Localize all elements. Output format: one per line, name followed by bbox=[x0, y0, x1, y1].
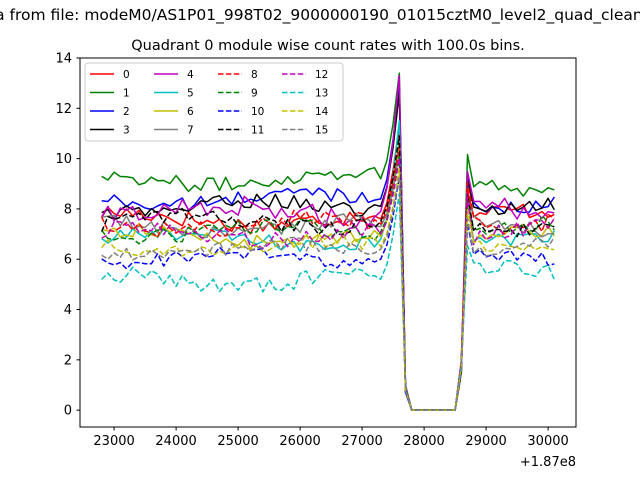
chart-title: Quadrant 0 module wise count rates with … bbox=[131, 38, 525, 54]
x-tick-label: 28000 bbox=[403, 434, 444, 449]
plot-frame bbox=[79, 57, 577, 428]
y-tick-label: 14 bbox=[55, 52, 72, 67]
x-tick-label: 25000 bbox=[217, 434, 258, 449]
series-line-5 bbox=[101, 120, 555, 411]
legend-item-2: 2 bbox=[90, 106, 130, 118]
y-tick-label: 6 bbox=[64, 253, 72, 268]
x-tick-label: 29000 bbox=[465, 434, 506, 449]
x-tick-label: 23000 bbox=[93, 434, 134, 449]
legend-item-9: 9 bbox=[218, 88, 258, 100]
legend-label: 14 bbox=[315, 106, 329, 118]
legend-label: 10 bbox=[251, 106, 264, 118]
legend-item-0: 0 bbox=[90, 69, 130, 81]
y-tick-label: 10 bbox=[55, 152, 72, 167]
legend-item-11: 11 bbox=[218, 125, 264, 137]
legend-label: 15 bbox=[315, 125, 328, 137]
y-tick-label: 2 bbox=[64, 353, 72, 368]
legend-label: 13 bbox=[315, 88, 328, 100]
series-line-14 bbox=[101, 167, 555, 411]
x-tick-label: 26000 bbox=[279, 434, 320, 449]
legend-label: 8 bbox=[251, 69, 258, 81]
legend-label: 1 bbox=[123, 88, 130, 100]
x-tick-label: 24000 bbox=[155, 434, 196, 449]
legend-label: 11 bbox=[251, 125, 264, 137]
legend-item-1: 1 bbox=[90, 88, 130, 100]
legend-item-8: 8 bbox=[218, 69, 258, 81]
legend-item-12: 12 bbox=[282, 69, 328, 81]
series-line-9 bbox=[101, 155, 555, 411]
series-line-13 bbox=[101, 193, 555, 411]
series-line-0 bbox=[101, 125, 555, 411]
x-offset-label: +1.87e8 bbox=[520, 455, 576, 470]
legend-label: 4 bbox=[187, 69, 194, 81]
series-line-3 bbox=[101, 92, 555, 411]
legend-item-13: 13 bbox=[282, 88, 328, 100]
series-line-10 bbox=[101, 175, 555, 411]
legend-label: 9 bbox=[251, 88, 258, 100]
legend-label: 7 bbox=[187, 125, 194, 137]
series-line-1 bbox=[101, 72, 555, 411]
series-line-4 bbox=[101, 74, 555, 411]
legend-item-15: 15 bbox=[282, 125, 328, 137]
x-tick-label: 27000 bbox=[341, 434, 382, 449]
legend-label: 6 bbox=[187, 106, 194, 118]
legend-label: 3 bbox=[123, 125, 130, 137]
legend-item-3: 3 bbox=[90, 125, 130, 137]
legend-item-6: 6 bbox=[154, 106, 194, 118]
legend-item-14: 14 bbox=[282, 106, 329, 118]
y-tick-label: 12 bbox=[55, 102, 72, 117]
series-line-11 bbox=[101, 135, 555, 411]
series-layer bbox=[101, 72, 555, 411]
y-tick-label: 8 bbox=[64, 202, 72, 217]
legend-label: 5 bbox=[187, 88, 194, 100]
y-tick-label: 4 bbox=[64, 303, 72, 318]
legend-item-10: 10 bbox=[218, 106, 264, 118]
series-line-8 bbox=[101, 145, 555, 411]
legend-label: 2 bbox=[123, 106, 130, 118]
y-tick-label: 0 bbox=[64, 404, 72, 419]
legend-label: 0 bbox=[123, 69, 130, 81]
legend-item-5: 5 bbox=[154, 88, 194, 100]
axis-layer: 23000 24000 25000 26000 27000 28000 29000 30000… bbox=[55, 52, 568, 450]
legend-box bbox=[84, 62, 344, 142]
chart-suptitle: Data from file: modeM0/AS1P01_998T02_900… bbox=[0, 6, 640, 25]
legend-item-7: 7 bbox=[154, 125, 194, 137]
x-tick-label: 30000 bbox=[527, 434, 568, 449]
series-line-7 bbox=[101, 152, 555, 411]
legend-label: 12 bbox=[315, 69, 328, 81]
series-line-12 bbox=[101, 157, 555, 411]
legend-item-4: 4 bbox=[154, 69, 194, 81]
